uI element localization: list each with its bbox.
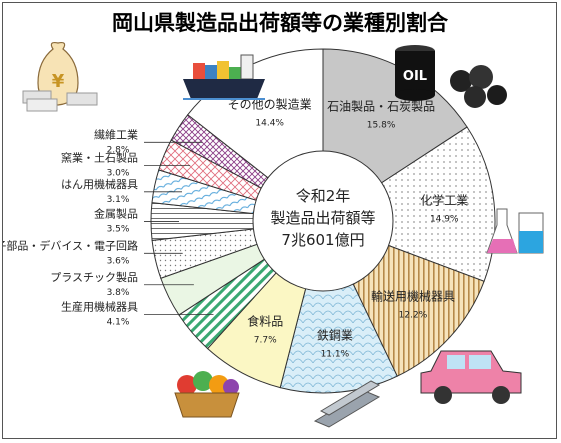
slice-value-label: 12.2%	[399, 310, 428, 320]
slice-value-label: 3.0%	[107, 168, 130, 178]
slice-label: 生産用機械器具	[61, 300, 138, 314]
slice-label: 繊維工業	[94, 128, 138, 141]
slice-value-label: 3.8%	[107, 288, 130, 298]
slice-value-label: 3.1%	[107, 195, 130, 205]
slice-value-label: 14.9%	[430, 215, 459, 225]
yen-symbol: ¥	[52, 71, 65, 92]
slice-label: 窯業・土石製品	[61, 150, 138, 164]
slice-label: はん用機械器具	[61, 177, 138, 191]
steel-beam-icon	[313, 380, 381, 428]
slice-value-label: 14.4%	[255, 118, 284, 128]
slice-label: 食料品	[247, 313, 283, 328]
slice-value-label: 2.8%	[107, 145, 130, 155]
pie-chart: 岡山県製造品出荷額等の業種別割合 石油製品・石炭製品 15.8% 化学工業 14.9%…	[3, 11, 544, 428]
slice-value-label: 3.6%	[107, 256, 130, 266]
slice-value-label: 3.5%	[107, 224, 130, 234]
slice-value-label: 4.1%	[107, 318, 130, 328]
slice-label: その他の製造業	[228, 97, 312, 111]
center-year: 令和2年	[296, 187, 351, 205]
pie-slice	[279, 219, 398, 394]
chart-title: 岡山県製造品出荷額等の業種別割合	[112, 11, 449, 35]
flask-icon	[486, 208, 544, 254]
slice-label: 鉄鋼業	[317, 327, 353, 342]
slice-label: 輸送用機械器具	[371, 288, 455, 303]
slice-value-label: 15.8%	[367, 121, 396, 131]
chart-frame: 岡山県製造品出荷額等の業種別割合 石油製品・石炭製品 15.8% 化学工業 14.9%…	[2, 2, 557, 439]
center-hole	[252, 150, 394, 292]
slice-value-label: 11.1%	[321, 349, 350, 359]
center-total: 7兆601億円	[281, 231, 364, 249]
slice-label: 電子部品・デバイス・電子回路	[3, 238, 138, 252]
oil-drum-icon: OIL	[395, 45, 435, 101]
car-icon	[420, 350, 522, 404]
slice-value-label: 7.7%	[254, 335, 277, 345]
slice-label: 石油製品・石炭製品	[327, 100, 435, 114]
pie-slice	[321, 126, 496, 282]
money-bag-icon: ¥	[22, 42, 98, 112]
vegetable-basket-icon	[174, 371, 240, 418]
pie-labels: 石油製品・石炭製品 15.8% 化学工業 14.9% 輸送用機械器具 12.2% 鉄鋼業 11…	[3, 97, 468, 359]
slice-label: プラスチック製品	[50, 270, 138, 284]
center-caption: 製造品出荷額等	[270, 209, 375, 227]
slice-label: 化学工業	[420, 193, 468, 208]
cargo-ship-icon	[183, 54, 265, 100]
coal-icon	[450, 65, 507, 108]
oil-label: OIL	[403, 69, 427, 84]
slice-label: 金属製品	[94, 206, 138, 220]
